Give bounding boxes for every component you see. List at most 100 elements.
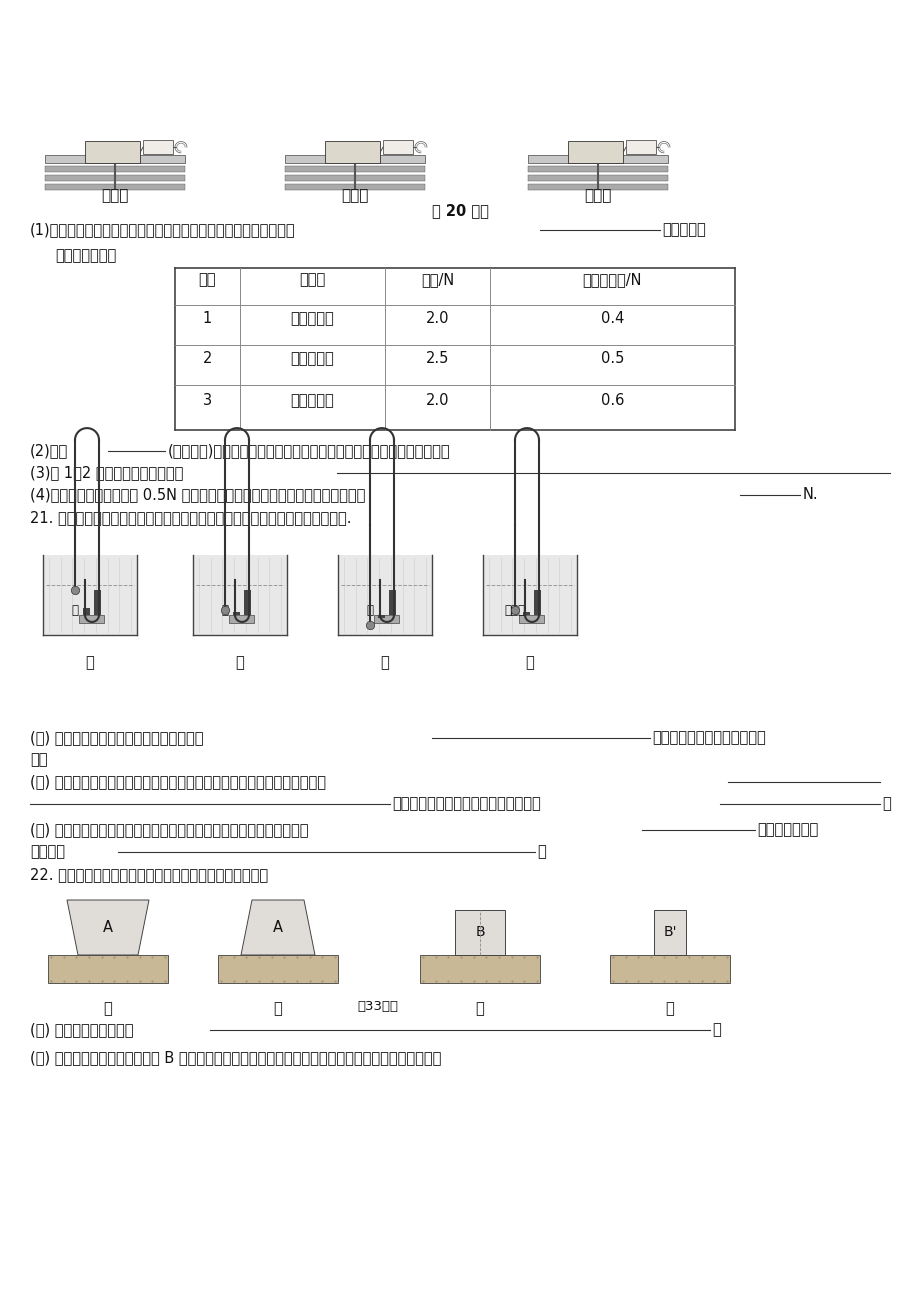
Text: (１) 实验中液体压强的大小变化是通过比较: (１) 实验中液体压强的大小变化是通过比较: [30, 730, 203, 745]
Text: 实验数据如下：: 实验数据如下：: [55, 247, 116, 263]
Text: 两图，可以得出: 两图，可以得出: [756, 822, 817, 837]
Text: 序号: 序号: [199, 272, 216, 288]
Bar: [43, 555, 137, 635]
Bar: [337, 555, 432, 635]
Text: 2: 2: [202, 352, 212, 366]
Text: 压力/N: 压力/N: [420, 272, 454, 288]
Bar: [285, 155, 425, 163]
Text: 来判断的，这种方法通常称为: 来判断的，这种方法通常称为: [652, 730, 765, 745]
Text: 1: 1: [203, 311, 212, 326]
Bar: [45, 155, 185, 163]
Text: 丁: 丁: [665, 1001, 674, 1016]
Text: A: A: [273, 921, 283, 935]
Text: 拉动木块；: 拉动木块；: [662, 223, 705, 237]
Text: (３) 王强同学如果还要探究液体压强跟液体密度是否有关，应观察比较: (３) 王强同学如果还要探究液体压强跟液体密度是否有关，应观察比较: [30, 822, 308, 837]
Text: 甲: 甲: [104, 1001, 112, 1016]
Text: A: A: [103, 921, 113, 935]
Bar: [609, 954, 729, 983]
Text: (2)分析: (2)分析: [30, 443, 68, 458]
Text: 木板面: 木板面: [341, 187, 369, 203]
Text: 丙: 丙: [380, 655, 389, 671]
Text: 0.6: 0.6: [600, 393, 623, 409]
Text: 第33题图: 第33题图: [357, 1000, 398, 1013]
Bar: [455, 910, 505, 954]
Bar: [519, 615, 544, 622]
Bar: [420, 954, 539, 983]
Text: 木块与木板: 木块与木板: [290, 311, 334, 326]
Bar: [389, 590, 395, 615]
Text: B: B: [475, 926, 484, 940]
Text: 木块与砂纸: 木块与砂纸: [290, 393, 334, 409]
Bar: [567, 141, 622, 163]
Bar: [45, 174, 185, 181]
Bar: [653, 910, 686, 954]
Bar: [625, 141, 655, 154]
Text: 。: 。: [537, 844, 545, 859]
Bar: [218, 954, 337, 983]
Text: (１) 比较甲、乙两图可知: (１) 比较甲、乙两图可知: [30, 1022, 133, 1036]
Text: 。: 。: [711, 1022, 720, 1036]
Bar: [528, 165, 667, 172]
Text: 丙: 丙: [475, 1001, 483, 1016]
Bar: [382, 141, 413, 154]
Text: 。: 。: [881, 796, 890, 811]
Text: 。要探究这个问题，应控制的实验条件: 。要探究这个问题，应控制的实验条件: [391, 796, 540, 811]
Bar: [533, 590, 540, 615]
Text: B': B': [663, 926, 676, 940]
Bar: [324, 141, 380, 163]
Text: 水: 水: [221, 604, 228, 617]
Text: 水: 水: [366, 604, 373, 617]
Text: 3: 3: [203, 393, 212, 409]
Text: 0.4: 0.4: [600, 311, 623, 326]
Text: 乙: 乙: [235, 655, 244, 671]
Bar: [285, 174, 425, 181]
Text: 2.0: 2.0: [425, 393, 448, 409]
Text: (２) 通过观察比较甲、乙、丙三图所做的实验，可知王强同学探究的问题是: (２) 通过观察比较甲、乙、丙三图所做的实验，可知王强同学探究的问题是: [30, 773, 325, 789]
Text: 滑动摩擦力/N: 滑动摩擦力/N: [582, 272, 641, 288]
Text: N.: N.: [802, 487, 818, 503]
Text: 浓盐水: 浓盐水: [504, 604, 525, 617]
Text: 乙: 乙: [273, 1001, 282, 1016]
Bar: [285, 184, 425, 190]
Bar: [79, 615, 105, 622]
Text: 第 20 题图: 第 20 题图: [431, 203, 488, 217]
Bar: [528, 184, 667, 190]
Bar: [233, 612, 240, 615]
Bar: [45, 184, 185, 190]
Text: 接触面: 接触面: [299, 272, 325, 288]
Text: (3)由 1、2 两次实验数据可以得出: (3)由 1、2 两次实验数据可以得出: [30, 465, 183, 480]
Bar: [45, 165, 185, 172]
Text: 的结论是: 的结论是: [30, 844, 65, 859]
Bar: [85, 141, 140, 163]
Text: 21. 如图所示，是王强同学使用同一压强计探究液体内部压强过程中的一个情景.: 21. 如图所示，是王强同学使用同一压强计探究液体内部压强过程中的一个情景.: [30, 510, 351, 525]
Bar: [94, 590, 101, 615]
Text: (1)实验中为了测量滑动摩擦力的大小，应用弹簧测力计汿水平方向: (1)实验中为了测量滑动摩擦力的大小，应用弹簧测力计汿水平方向: [30, 223, 295, 237]
Bar: [482, 555, 576, 635]
Bar: [374, 615, 399, 622]
Bar: [528, 155, 667, 163]
Bar: [528, 174, 667, 181]
Text: 水: 水: [72, 604, 78, 617]
Text: 木块与木板: 木块与木板: [290, 352, 334, 366]
Polygon shape: [241, 900, 314, 954]
Text: 0.5: 0.5: [600, 352, 623, 366]
Bar: [285, 165, 425, 172]
Text: (4)在第一次实验中如果用 0.5N 的力水平拉动木块，则木块受到的滑动摩擦力为: (4)在第一次实验中如果用 0.5N 的力水平拉动木块，则木块受到的滑动摩擦力为: [30, 487, 365, 503]
Bar: [48, 954, 168, 983]
Bar: [83, 608, 90, 615]
Bar: [193, 555, 287, 635]
Text: 砂纸面: 砂纸面: [584, 187, 611, 203]
Text: 丁: 丁: [525, 655, 534, 671]
Text: 甲: 甲: [85, 655, 95, 671]
Text: 2.5: 2.5: [425, 352, 448, 366]
Bar: [244, 590, 251, 615]
Bar: [522, 612, 529, 615]
Text: 法。: 法。: [30, 753, 48, 767]
Text: 22. 以下是小彭同学在探究压力的作用效果时的部分图片。: 22. 以下是小彭同学在探究压力的作用效果时的部分图片。: [30, 867, 267, 881]
Bar: [142, 141, 173, 154]
Bar: [229, 615, 255, 622]
Bar: [378, 615, 384, 618]
Text: 木板面: 木板面: [101, 187, 129, 203]
Text: (２) 小彭将质量分布均匀的物体 B 汿竖直方向切成大小不同的两块，如图丙所示，将左边部分移开后，: (２) 小彭将质量分布均匀的物体 B 汿竖直方向切成大小不同的两块，如图丙所示，…: [30, 1049, 441, 1065]
Text: 2.0: 2.0: [425, 311, 448, 326]
